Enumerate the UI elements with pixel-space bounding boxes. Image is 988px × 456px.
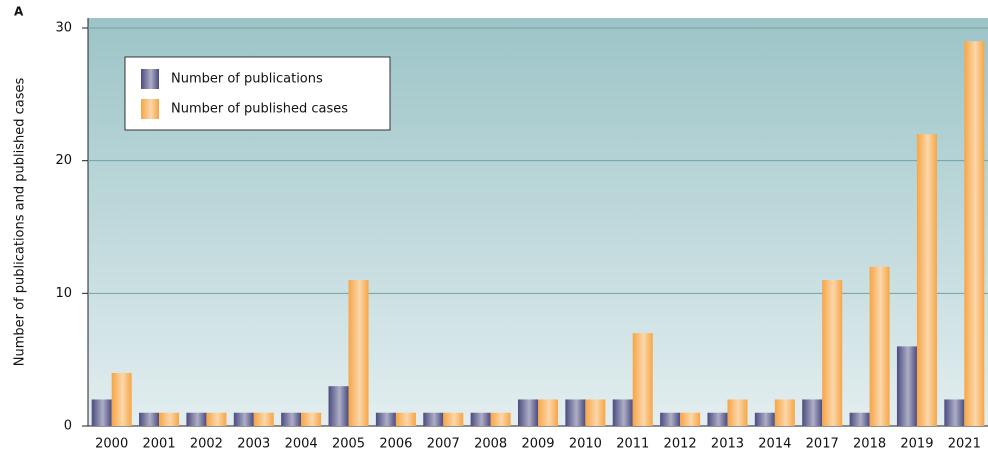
panel-label: A [14,5,24,19]
x-tick-label: 2007 [427,437,460,452]
bar [328,386,349,426]
x-tick-label: 2002 [190,437,223,452]
x-tick-label: 2012 [664,437,697,452]
y-tick-label: 0 [64,419,72,434]
y-tick-label: 10 [55,286,72,301]
x-tick-label: 2017 [806,437,839,452]
bar [139,412,160,426]
bar [443,412,464,426]
bar [869,266,890,426]
x-tick-label: 2000 [95,437,128,452]
y-tick-label: 20 [55,153,72,168]
bar [680,412,701,426]
legend-label: Number of publications [171,72,323,87]
bar [849,412,870,426]
bar [896,346,917,426]
bar [585,399,606,426]
bar [727,399,748,426]
x-tick-label: 2001 [143,437,176,452]
x-tick-label: 2010 [569,437,602,452]
x-tick-label: 2018 [853,437,886,452]
bar [233,412,254,426]
x-tick-label: 2021 [948,437,981,452]
bar [916,134,937,426]
x-tick-label: 2004 [285,437,318,452]
bar [774,399,795,426]
bar [802,399,823,426]
bar [565,399,586,426]
bar [754,412,775,426]
bar [470,412,491,426]
bar [423,412,444,426]
bar [518,399,538,426]
bar [944,399,965,426]
legend-swatch [141,69,159,89]
legend-label: Number of published cases [171,102,348,117]
x-tick-label: 2003 [237,437,270,452]
bar [186,412,207,426]
bar [91,399,112,426]
x-tick-label: 2019 [900,437,933,452]
bar [253,412,274,426]
x-tick-label: 2013 [711,437,744,452]
bar [538,399,558,426]
bar [964,41,985,427]
y-tick-label: 30 [55,21,72,36]
bar [822,280,843,426]
x-tick-label: 2006 [379,437,412,452]
legend-swatch [141,99,159,119]
x-tick-label: 2011 [616,437,649,452]
bar [707,412,728,426]
y-axis-label: Number of publications and published cas… [13,78,28,367]
legend-box [124,56,391,131]
bar [375,412,396,426]
x-tick-label: 2008 [474,437,507,452]
bar [206,412,227,426]
bar [159,412,180,426]
bar [111,372,132,426]
bar [281,412,302,426]
bar [490,412,511,426]
bar [660,412,681,426]
x-tick-label: 2014 [758,437,791,452]
bar [632,333,653,426]
x-tick-label: 2005 [332,437,365,452]
bar [612,399,633,426]
x-tick-label: 2009 [521,437,554,452]
bar [395,412,416,426]
bar [301,412,322,426]
bar [348,280,369,426]
